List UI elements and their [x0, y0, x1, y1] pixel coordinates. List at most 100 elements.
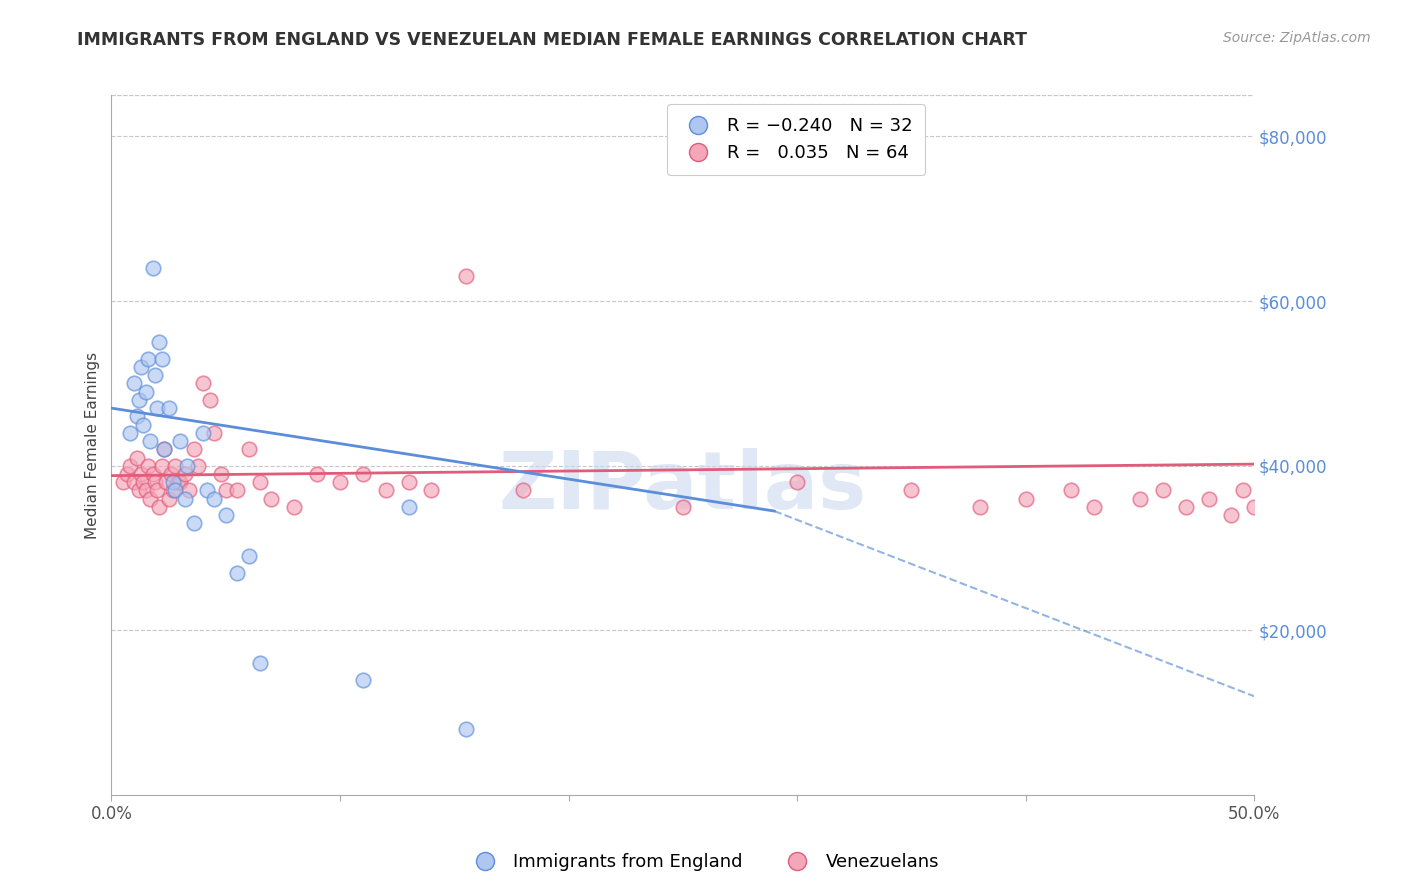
Point: [1277, 500, 1299, 514]
Point: [283, 500, 305, 514]
Point: [260, 491, 283, 506]
Point: [132, 475, 155, 490]
Point: [191, 376, 214, 391]
Point: [136, 351, 159, 366]
Point: [118, 425, 141, 440]
Point: [162, 475, 184, 490]
Point: [226, 566, 249, 580]
Point: [128, 392, 150, 407]
Point: [969, 500, 991, 514]
Point: [111, 475, 134, 490]
Point: [165, 483, 187, 498]
Text: ZIPatlas: ZIPatlas: [499, 448, 868, 526]
Legend: R = −0.240   N = 32, R =   0.035   N = 64: R = −0.240 N = 32, R = 0.035 N = 64: [668, 104, 925, 175]
Point: [352, 673, 374, 687]
Point: [1174, 500, 1197, 514]
Point: [118, 458, 141, 473]
Point: [209, 467, 232, 481]
Point: [183, 516, 205, 531]
Point: [179, 483, 201, 498]
Point: [139, 434, 162, 448]
Point: [157, 401, 180, 416]
Point: [117, 467, 139, 481]
Point: [215, 508, 238, 523]
Point: [786, 475, 808, 490]
Point: [454, 722, 477, 736]
Point: [249, 657, 271, 671]
Point: [155, 475, 177, 490]
Point: [1232, 483, 1254, 498]
Point: [173, 467, 195, 481]
Point: [1220, 508, 1243, 523]
Point: [1015, 491, 1038, 506]
Legend: Immigrants from England, Venezuelans: Immigrants from England, Venezuelans: [460, 847, 946, 879]
Point: [307, 467, 329, 481]
Point: [176, 458, 198, 473]
Point: [142, 467, 165, 481]
Point: [352, 467, 374, 481]
Point: [169, 434, 191, 448]
Point: [125, 409, 148, 424]
Point: [146, 401, 169, 416]
Point: [135, 384, 157, 399]
Text: Source: ZipAtlas.com: Source: ZipAtlas.com: [1223, 31, 1371, 45]
Point: [1060, 483, 1083, 498]
Point: [1129, 491, 1152, 506]
Point: [249, 475, 271, 490]
Point: [150, 351, 173, 366]
Point: [1243, 500, 1265, 514]
Point: [1254, 491, 1277, 506]
Point: [136, 458, 159, 473]
Point: [128, 483, 150, 498]
Point: [132, 417, 155, 432]
Point: [135, 483, 157, 498]
Point: [162, 483, 184, 498]
Point: [143, 368, 166, 383]
Point: [198, 392, 221, 407]
Point: [142, 261, 165, 276]
Point: [169, 475, 191, 490]
Point: [187, 458, 209, 473]
Point: [165, 458, 187, 473]
Point: [398, 500, 420, 514]
Point: [374, 483, 396, 498]
Point: [238, 549, 260, 564]
Point: [146, 483, 169, 498]
Point: [129, 467, 152, 481]
Point: [191, 425, 214, 440]
Point: [166, 475, 188, 490]
Point: [139, 491, 162, 506]
Point: [1152, 483, 1174, 498]
Point: [143, 475, 166, 490]
Point: [125, 450, 148, 465]
Point: [153, 442, 176, 457]
Point: [202, 491, 225, 506]
Point: [157, 491, 180, 506]
Point: [148, 500, 170, 514]
Point: [1083, 500, 1105, 514]
Point: [454, 269, 477, 284]
Point: [122, 475, 145, 490]
Point: [329, 475, 352, 490]
Point: [398, 475, 420, 490]
Point: [150, 458, 173, 473]
Point: [197, 483, 219, 498]
Point: [1289, 491, 1312, 506]
Point: [512, 483, 534, 498]
Point: [672, 500, 695, 514]
Point: [226, 483, 249, 498]
Point: [122, 376, 145, 391]
Point: [1198, 491, 1220, 506]
Point: [183, 442, 205, 457]
Point: [160, 467, 183, 481]
Point: [153, 442, 176, 457]
Point: [1265, 483, 1288, 498]
Point: [129, 359, 152, 374]
Text: IMMIGRANTS FROM ENGLAND VS VENEZUELAN MEDIAN FEMALE EARNINGS CORRELATION CHART: IMMIGRANTS FROM ENGLAND VS VENEZUELAN ME…: [77, 31, 1028, 49]
Point: [215, 483, 238, 498]
Point: [173, 491, 195, 506]
Point: [420, 483, 443, 498]
Point: [238, 442, 260, 457]
Point: [148, 335, 170, 350]
Point: [900, 483, 922, 498]
